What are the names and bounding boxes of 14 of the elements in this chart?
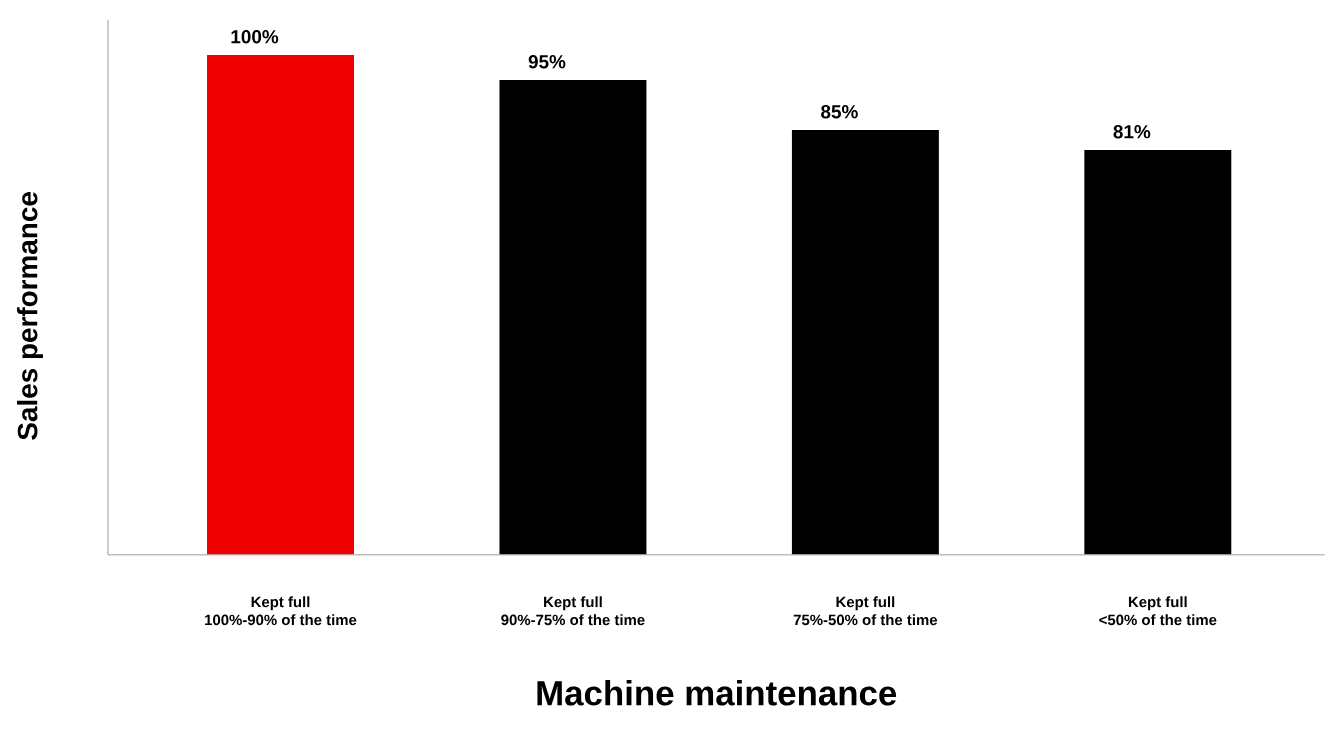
- bar: [1084, 150, 1232, 555]
- x-tick-label: Kept full 75%-50% of the time: [793, 596, 938, 626]
- x-tick-label: Kept full 100%-90% of the time: [205, 596, 357, 626]
- data-label: 81%: [1113, 125, 1151, 139]
- x-tick-label: Kept full 90%-75% of the time: [501, 596, 645, 626]
- bar: [791, 130, 939, 555]
- bar: [499, 80, 647, 555]
- y-axis-title: Sales performance: [17, 192, 43, 440]
- bar: [207, 55, 354, 555]
- data-label: 95%: [528, 55, 566, 69]
- data-label: 100%: [231, 30, 279, 44]
- x-axis-title: Machine maintenance: [537, 680, 897, 706]
- data-label: 85%: [821, 105, 858, 119]
- x-tick-label: Kept full <50% of the time: [1099, 596, 1217, 626]
